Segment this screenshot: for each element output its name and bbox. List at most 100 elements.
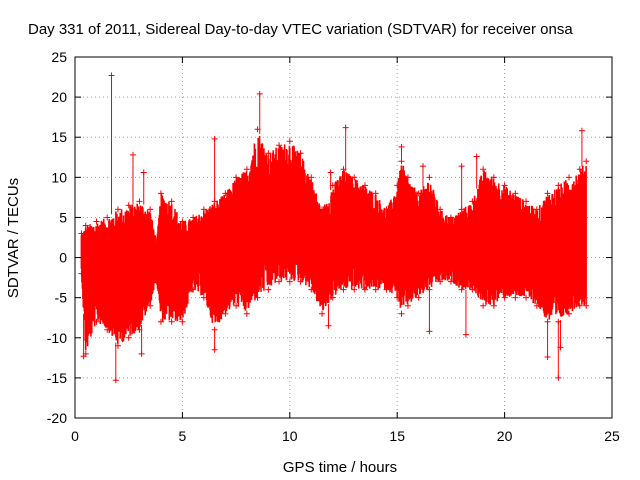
data-point: [398, 310, 405, 317]
data-point: [104, 326, 111, 333]
data-point: [138, 350, 145, 357]
data-point: [578, 127, 585, 134]
data-point: [501, 294, 508, 301]
data-point: [566, 310, 573, 317]
x-tick-label: 5: [179, 428, 187, 444]
data-point: [447, 214, 454, 221]
data-point: [523, 294, 530, 301]
data-point: [512, 190, 519, 197]
data-point: [480, 302, 487, 309]
data-point: [583, 158, 590, 165]
data-point: [404, 302, 411, 309]
data-point: [112, 377, 119, 384]
data-point: [426, 328, 433, 335]
data-point: [211, 135, 218, 142]
data-point: [114, 206, 121, 213]
data-point: [222, 190, 229, 197]
data-point: [480, 166, 487, 173]
x-axis-label: GPS time / hours: [283, 459, 397, 476]
data-point: [276, 142, 283, 149]
data-point: [190, 214, 197, 221]
data-point: [125, 334, 132, 341]
x-tick-label: 0: [71, 428, 79, 444]
data-point: [308, 286, 315, 293]
plot-border: [74, 56, 613, 419]
data-point: [297, 150, 304, 157]
y-tick-label: 10: [51, 169, 67, 185]
data-point: [147, 206, 154, 213]
data-point: [583, 302, 590, 309]
data-point: [129, 151, 136, 158]
data-point: [512, 294, 519, 301]
data-point: [265, 286, 272, 293]
data-point: [437, 206, 444, 213]
data-point: [566, 174, 573, 181]
data-point: [404, 174, 411, 181]
y-tick-label: -15: [47, 370, 67, 386]
y-tick-label: -5: [55, 290, 68, 306]
data-point: [157, 190, 164, 197]
data-point: [555, 374, 562, 381]
data-point: [469, 286, 476, 293]
chart-title: Day 331 of 2011, Sidereal Day-to-day VTE…: [28, 21, 573, 38]
data-point: [415, 190, 422, 197]
data-point: [490, 302, 497, 309]
data-point: [490, 174, 497, 181]
data-point: [153, 238, 160, 245]
y-tick-label: 25: [51, 49, 67, 65]
data-point: [297, 278, 304, 285]
data-point: [147, 302, 154, 309]
data-point: [415, 294, 422, 301]
data-point: [544, 354, 551, 361]
y-tick-label: 5: [59, 209, 67, 225]
data-point: [319, 206, 326, 213]
data-point: [361, 286, 368, 293]
data-point: [93, 318, 100, 325]
data-point: [361, 182, 368, 189]
data-point: [153, 278, 160, 285]
y-tick-label: 15: [51, 129, 67, 145]
data-point: [276, 278, 283, 285]
y-axis-label: SDTVAR / TECUs: [5, 178, 22, 298]
data-point: [286, 278, 293, 285]
data-point: [308, 174, 315, 181]
data-point: [233, 302, 240, 309]
data-point: [533, 206, 540, 213]
data-point: [557, 344, 564, 351]
x-tick-label: 20: [497, 428, 513, 444]
data-point: [211, 198, 218, 205]
data-point: [473, 153, 480, 160]
data-point: [576, 166, 583, 173]
data-point: [243, 310, 250, 317]
data-point: [340, 286, 347, 293]
data-point: [383, 206, 390, 213]
data-point: [325, 322, 332, 329]
data-point: [286, 138, 293, 145]
data-point: [82, 350, 89, 357]
data-point: [136, 198, 143, 205]
data-point: [108, 72, 115, 79]
data-point: [351, 174, 358, 181]
series-band: [80, 135, 587, 351]
data-point: [462, 331, 469, 338]
data-point: [211, 346, 218, 353]
data-point: [93, 218, 100, 225]
x-tick-label: 15: [389, 428, 405, 444]
data-point: [136, 326, 143, 333]
data-point: [78, 270, 85, 277]
data-point: [447, 278, 454, 285]
data-point: [523, 198, 530, 205]
data-point: [544, 190, 551, 197]
data-point: [140, 169, 147, 176]
x-tick-label: 10: [282, 428, 298, 444]
y-tick-label: 20: [51, 89, 67, 105]
data-point: [398, 143, 405, 150]
axis-ticks: -20 -15 -10 -5 0 5 10 15 20 25 0 5 10 15 20 25: [47, 49, 620, 444]
data-point: [383, 286, 390, 293]
data-point: [398, 158, 405, 165]
x-tick-label: 25: [604, 428, 620, 444]
data-point: [426, 286, 433, 293]
data-point: [243, 166, 250, 173]
data-point: [544, 318, 551, 325]
